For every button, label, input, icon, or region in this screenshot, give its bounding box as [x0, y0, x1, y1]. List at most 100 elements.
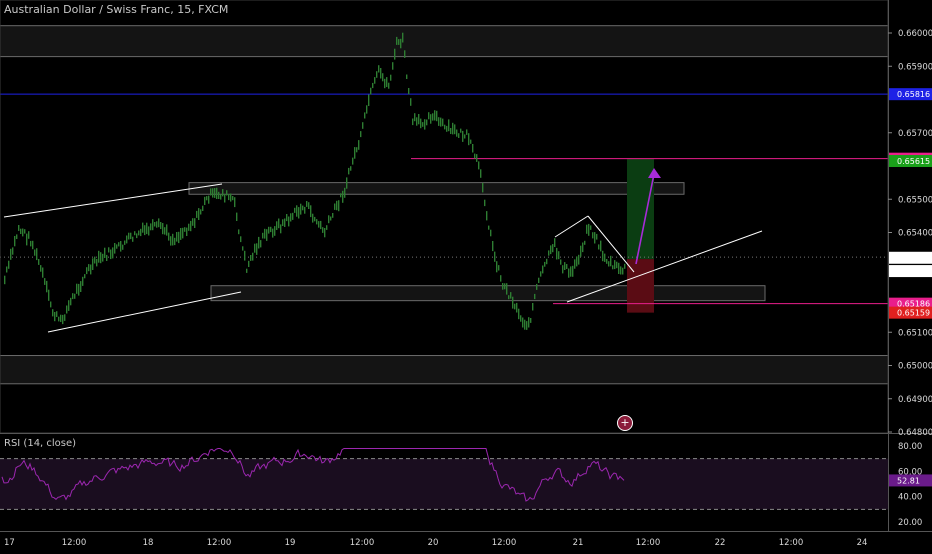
candle — [68, 300, 70, 311]
candle — [260, 240, 262, 248]
candle — [146, 222, 148, 235]
candle — [210, 188, 212, 196]
candle — [592, 232, 594, 239]
price-tick-label: 0.65700 — [898, 129, 932, 139]
candle — [194, 218, 196, 228]
candle — [374, 77, 376, 84]
candle — [402, 32, 404, 43]
candles-layer — [4, 32, 626, 330]
plus-circle-icon[interactable]: + — [617, 415, 633, 431]
candle — [356, 147, 358, 153]
candle — [186, 227, 188, 236]
candle — [274, 226, 276, 236]
candle — [90, 264, 92, 275]
candle — [340, 193, 342, 198]
candle — [88, 264, 90, 272]
candle — [310, 205, 312, 218]
candle — [486, 211, 488, 221]
candle — [160, 222, 162, 229]
candle — [562, 265, 564, 274]
candle — [290, 213, 292, 222]
candle — [552, 244, 554, 253]
candle — [296, 205, 298, 217]
candle — [586, 224, 588, 234]
candle — [66, 305, 68, 314]
candle — [242, 246, 244, 251]
candle — [424, 119, 426, 130]
price-tag — [889, 251, 932, 264]
candle — [294, 207, 296, 213]
candle — [312, 213, 314, 223]
candle — [446, 125, 448, 132]
candle — [164, 227, 166, 235]
candle — [174, 237, 176, 246]
candle — [86, 267, 88, 275]
candle — [376, 71, 378, 78]
candle — [546, 258, 548, 265]
candle — [538, 277, 540, 283]
candle — [78, 283, 80, 296]
price-tag-label: 0.65324 — [897, 254, 930, 263]
candle — [540, 271, 542, 277]
rsi-band-fill — [0, 458, 888, 510]
candle — [64, 314, 66, 321]
candle — [214, 188, 216, 198]
candle — [182, 227, 184, 239]
candle — [502, 283, 504, 290]
candle — [72, 293, 74, 300]
candle — [536, 283, 538, 290]
candle — [170, 236, 172, 246]
price-axis[interactable]: 0.66000 0.65900 0.65700 0.65500 0.65400 0.651… — [888, 29, 932, 438]
candle — [474, 153, 476, 159]
candle — [100, 252, 102, 264]
candle — [82, 276, 84, 286]
candle — [408, 88, 410, 95]
drawings-layer[interactable] — [3, 168, 763, 333]
candle — [514, 303, 516, 310]
horizontal-lines-layer[interactable] — [0, 93, 888, 305]
rsi-tick-label: 40.00 — [898, 493, 922, 503]
candle — [462, 130, 464, 142]
candle — [344, 187, 346, 198]
candle — [504, 283, 506, 290]
candle — [482, 182, 484, 193]
channel-upper-line — [3, 183, 223, 218]
candle — [176, 232, 178, 242]
candle — [132, 236, 134, 242]
candle — [4, 275, 6, 285]
candle — [136, 233, 138, 239]
candle — [550, 245, 552, 255]
time-tick-label: 21 — [573, 538, 584, 548]
candle — [38, 259, 40, 265]
candle — [516, 302, 518, 313]
candle — [120, 241, 122, 252]
time-axis[interactable]: 17 12:00 18 12:00 19 12:00 20 12:00 21 12:00 22 12:… — [4, 538, 867, 548]
pane-borders — [0, 0, 932, 532]
rsi-title: RSI (14, close) — [4, 438, 77, 449]
candle — [282, 219, 284, 226]
rsi-axis[interactable]: 80.00 60.00 40.00 20.00 52.81 — [889, 442, 932, 528]
candle — [46, 280, 48, 293]
candle — [302, 205, 304, 211]
candle — [326, 225, 328, 230]
candle — [244, 250, 246, 261]
candle — [488, 225, 490, 230]
time-tick-label: 20 — [428, 538, 439, 548]
candle — [508, 295, 510, 300]
long-position-tool[interactable] — [627, 158, 654, 313]
candle — [518, 308, 520, 320]
candle — [8, 260, 10, 269]
candle — [354, 147, 356, 159]
candle — [598, 244, 600, 250]
candle — [544, 261, 546, 267]
candle — [138, 230, 140, 236]
candle — [334, 203, 336, 210]
candle — [440, 117, 442, 127]
candle — [436, 110, 438, 122]
candle — [84, 274, 86, 279]
candle — [236, 212, 238, 221]
candle — [428, 112, 430, 120]
candle — [438, 117, 440, 126]
